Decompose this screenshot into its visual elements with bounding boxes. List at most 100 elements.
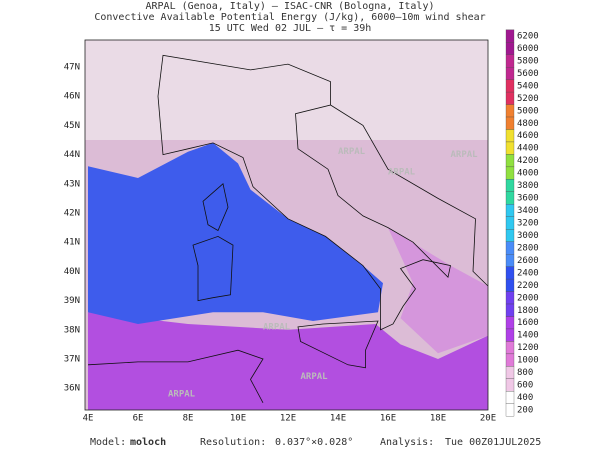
west-sea [88,142,383,324]
lon-label: 10E [230,414,246,424]
colorbar-segment [505,104,515,118]
colorbar-label: 5600 [517,69,539,79]
colorbar-label: 1800 [517,306,539,316]
lat-label: 37N [64,355,80,365]
colorbar-segment [505,141,515,155]
colorbar-segment [505,391,515,404]
colorbar-segment [505,216,515,230]
colorbar-segment [505,79,515,93]
lon-label: 16E [380,414,396,424]
colorbar-label: 2000 [517,293,539,303]
colorbar-label: 1400 [517,331,539,341]
lat-label: 43N [64,179,80,189]
footer-value: moloch [130,437,166,448]
lat-label: 39N [64,296,80,306]
colorbar-segment [505,353,515,367]
lon-label: 6E [133,414,144,424]
lon-label: 12E [280,414,296,424]
coastline [330,104,488,287]
watermark: ARPAL [168,390,196,400]
colorbar-segment [505,42,515,55]
lat-label: 38N [64,325,80,335]
colorbar-segment [505,241,515,255]
colorbar-label: 3600 [517,194,539,204]
colorbar-label: 2600 [517,256,539,266]
colorbar-label: 4200 [517,156,539,166]
colorbar-segment [505,366,515,379]
colorbar-label: 800 [517,368,533,378]
colorbar-label: 600 [517,381,533,391]
colorbar-label: 5000 [517,106,539,116]
axis-labels: 47N 46N 45N 44N 43N 42N 41N 40N 39N 38N 37N 36N 4E 6E… [64,29,539,424]
colorbar-segment [505,341,515,355]
colorbar-label: 1600 [517,318,539,328]
land [202,183,229,232]
colorbar-label: 5400 [517,81,539,91]
south-sea [88,312,488,410]
colorbar-label: 400 [517,393,533,403]
colorbar-segment [505,91,515,105]
east-sea [388,227,488,354]
colorbar-label: 5800 [517,56,539,66]
colorbar-segment [505,129,515,143]
colorbar-segment [505,154,515,168]
footer-label: Model: [90,437,126,448]
colorbar-label: 3200 [517,219,539,229]
watermark: ARPAL [301,372,329,382]
lon-label: 14E [330,414,346,424]
colorbar-segment [505,166,515,180]
colorbar-label: 4000 [517,169,539,179]
colorbar-segment [505,254,515,267]
colorbar-label: 4800 [517,119,539,129]
lat-label: 46N [64,92,80,102]
colorbar-label: 4400 [517,144,539,154]
watermark: ARPAL [338,147,366,157]
colorbar-label: 2400 [517,268,539,278]
colorbar-segment [505,67,515,80]
land [157,54,451,331]
colorbar-label: 200 [517,406,533,416]
colorbar-label: 3000 [517,231,539,241]
colorbar-segment [505,179,515,192]
title-line: ARPAL (Genoa, Italy) – ISAC-CNR (Bologna… [146,1,435,12]
colorbar-label: 6000 [517,44,539,54]
north-field [85,40,488,140]
title-line: Convective Available Potential Energy (J… [94,12,485,23]
colorbar-label: 3400 [517,206,539,216]
colorbar-segment [505,29,515,43]
lon-label: 20E [480,414,496,424]
land [297,320,379,369]
lon-label: 8E [183,414,194,424]
lat-label: 36N [64,384,80,394]
colorbar-segment [505,316,515,330]
colorbar-segment [505,291,515,305]
title-line: 15 UTC Wed 02 JUL – τ = 39h [209,23,372,34]
colorbar-segment [505,378,515,392]
watermark: ARPAL [451,150,479,160]
colorbar-label: 2800 [517,243,539,253]
map-frame [84,39,489,411]
colorbar-segment [505,328,515,342]
colorbar-label: 5200 [517,94,539,104]
colorbar-label: 2200 [517,281,539,291]
footer-value: Tue 00Z01JUL2025 [445,437,541,448]
map-area: ARPAL ARPAL ARPAL ARPAL ARPAL ARPAL [85,40,488,410]
footer-label: Analysis: [380,437,434,448]
colorbar-label: 3800 [517,181,539,191]
colorbar-segment [505,116,515,130]
colorbar-segment [505,54,515,68]
lon-label: 4E [83,414,94,424]
lat-label: 47N [64,63,80,73]
colorbar-label: 4600 [517,131,539,141]
lat-label: 44N [64,150,80,160]
colorbar-segment [505,229,515,242]
colorbar-label: 1000 [517,356,539,366]
colorbar-segment [505,303,515,317]
colorbar-segment [505,191,515,205]
colorbar-segment [505,266,515,280]
colorbar-label: 1200 [517,343,539,353]
footer-label: Resolution: [200,437,266,448]
lon-label: 18E [430,414,446,424]
lat-label: 41N [64,238,80,248]
